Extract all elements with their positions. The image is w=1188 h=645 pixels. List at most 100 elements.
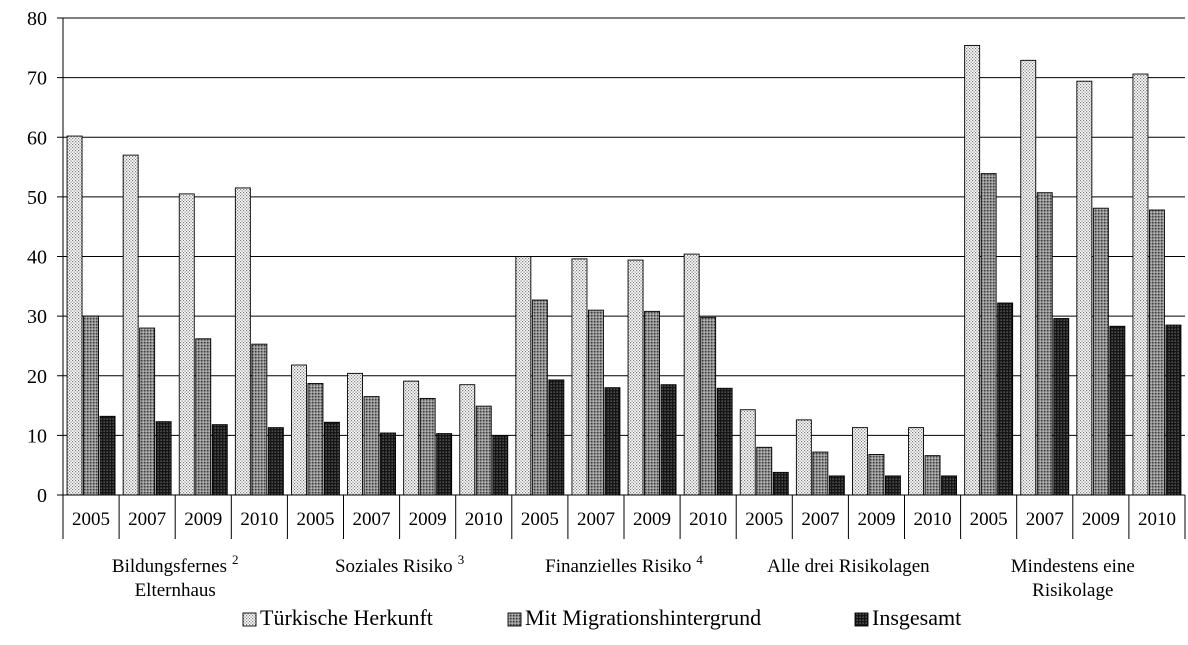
bar bbox=[531, 299, 548, 496]
bar bbox=[683, 253, 700, 496]
bar bbox=[363, 396, 380, 496]
bar bbox=[122, 154, 139, 496]
y-tick-label: 20 bbox=[27, 366, 47, 388]
legend-label: Mit Migrationshintergrund bbox=[525, 605, 761, 630]
bar bbox=[459, 384, 476, 496]
group-label-text: Elternhaus bbox=[135, 580, 216, 601]
group-label-text: Risikolage bbox=[1032, 580, 1113, 601]
x-tick-label-year: 2010 bbox=[914, 509, 952, 530]
y-tick-label: 70 bbox=[27, 68, 47, 90]
group-label: Elternhaus bbox=[135, 580, 216, 601]
bar bbox=[964, 44, 981, 496]
x-tick-label-year: 2007 bbox=[801, 509, 839, 530]
bar bbox=[852, 427, 868, 496]
group-label-text: Mindestens eine bbox=[1011, 556, 1135, 577]
bar bbox=[1092, 207, 1109, 496]
bar bbox=[419, 397, 436, 496]
group-label-text: Alle drei Risikolagen bbox=[767, 556, 930, 577]
axis-labels: 0 10 20 30 40 50 60 70 80 2005 2007 2009 2010 Bildung… bbox=[27, 8, 1176, 601]
bar bbox=[1132, 73, 1149, 496]
footnote-superscript: 2 bbox=[232, 552, 239, 567]
bar bbox=[885, 475, 901, 496]
x-tick-label-year: 2009 bbox=[184, 509, 222, 530]
x-tick-label-year: 2005 bbox=[72, 509, 110, 530]
x-tick-label-year: 2005 bbox=[970, 509, 1008, 530]
bar bbox=[307, 383, 324, 496]
x-tick-label-year: 2007 bbox=[353, 509, 391, 530]
bar bbox=[604, 387, 621, 496]
bar bbox=[700, 316, 717, 496]
bar bbox=[828, 475, 845, 496]
bar bbox=[812, 451, 829, 496]
bar bbox=[178, 193, 195, 496]
x-tick-label-year: 2009 bbox=[1082, 509, 1120, 530]
bar bbox=[66, 135, 83, 496]
bar bbox=[324, 421, 340, 496]
y-tick-label: 60 bbox=[27, 127, 47, 149]
group-label: Risikolage bbox=[1032, 580, 1113, 601]
x-tick-label-year: 2009 bbox=[409, 509, 447, 530]
bar bbox=[234, 187, 251, 496]
y-tick-label: 30 bbox=[27, 306, 47, 328]
x-tick-label-year: 2010 bbox=[240, 509, 278, 530]
y-tick-label: 80 bbox=[27, 8, 47, 30]
x-tick-label-year: 2010 bbox=[689, 509, 727, 530]
bar bbox=[436, 433, 453, 496]
bar bbox=[908, 427, 924, 496]
group-label: Soziales Risiko 3 bbox=[335, 552, 464, 577]
bar bbox=[515, 256, 532, 496]
bar bbox=[1036, 192, 1053, 496]
legend: Türkische Herkunft Mit Migrationshintergr… bbox=[242, 605, 961, 630]
bar bbox=[1020, 59, 1037, 496]
legend-swatch bbox=[854, 612, 869, 627]
axes bbox=[57, 17, 1186, 539]
group-label: Finanzielles Risiko 4 bbox=[545, 552, 703, 577]
bar bbox=[716, 387, 733, 496]
bar bbox=[548, 379, 565, 496]
x-tick-label-year: 2005 bbox=[521, 509, 559, 530]
bar bbox=[83, 315, 100, 496]
bar bbox=[795, 419, 812, 496]
bar bbox=[475, 405, 492, 496]
legend-swatch bbox=[242, 612, 257, 627]
y-tick-label: 0 bbox=[37, 485, 47, 507]
x-tick-label-year: 2005 bbox=[745, 509, 783, 530]
y-tick-label: 50 bbox=[27, 187, 47, 209]
x-tick-label-year: 2010 bbox=[465, 509, 503, 530]
gridlines bbox=[63, 17, 1185, 436]
bar bbox=[155, 421, 172, 496]
x-tick-label-year: 2005 bbox=[296, 509, 334, 530]
x-tick-label-year: 2010 bbox=[1138, 509, 1176, 530]
x-tick-label-year: 2007 bbox=[577, 509, 615, 530]
bar bbox=[756, 446, 773, 496]
bar bbox=[571, 258, 588, 496]
bar bbox=[868, 454, 885, 496]
footnote-superscript: 4 bbox=[696, 552, 703, 567]
bar bbox=[139, 327, 156, 496]
bar bbox=[660, 384, 677, 496]
bar bbox=[924, 455, 941, 496]
group-label-text: Finanzielles Risiko bbox=[545, 556, 691, 577]
footnote-superscript: 3 bbox=[458, 552, 465, 567]
bar bbox=[195, 338, 212, 496]
bar bbox=[1076, 80, 1093, 496]
bar bbox=[403, 380, 420, 496]
bar bbox=[1165, 324, 1182, 496]
x-tick-label-year: 2009 bbox=[633, 509, 671, 530]
legend-label: Türkische Herkunft bbox=[260, 605, 433, 630]
y-tick-label: 40 bbox=[27, 247, 47, 269]
bar bbox=[291, 364, 307, 496]
group-label: Alle drei Risikolagen bbox=[767, 556, 930, 577]
bar bbox=[772, 471, 789, 496]
group-label-text: Bildungsfernes bbox=[112, 556, 227, 577]
legend-swatch bbox=[507, 612, 522, 627]
bar bbox=[644, 310, 660, 496]
group-label-text: Soziales Risiko bbox=[335, 556, 453, 577]
y-tick-label: 10 bbox=[27, 425, 47, 447]
bars bbox=[66, 44, 1182, 496]
bar bbox=[211, 424, 228, 496]
legend-label: Insgesamt bbox=[872, 605, 961, 630]
group-label: Bildungsfernes 2 bbox=[112, 552, 239, 577]
bar bbox=[627, 259, 644, 496]
